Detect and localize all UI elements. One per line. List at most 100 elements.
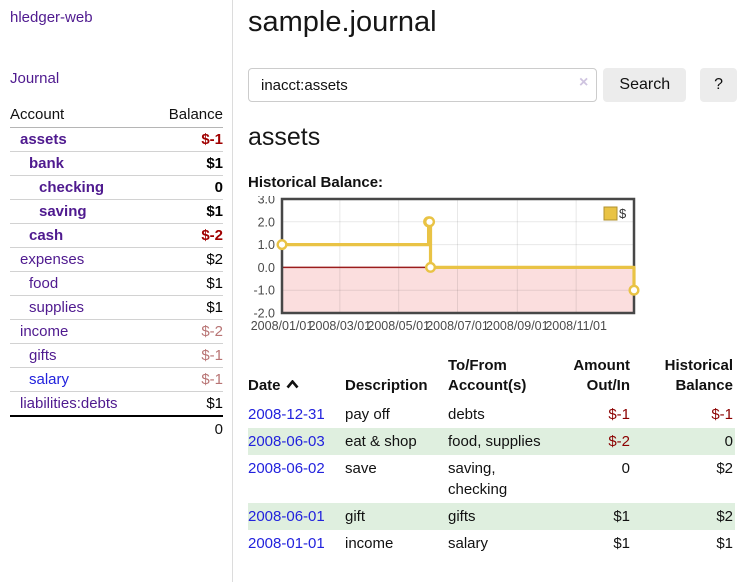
transaction-date-link[interactable]: 2008-06-02 xyxy=(248,459,325,477)
register-row: 2008-06-03 eat & shop food, supplies $-2… xyxy=(248,427,735,455)
transaction-balance: $2 xyxy=(716,459,733,477)
account-link[interactable]: gifts xyxy=(29,347,57,364)
account-link[interactable]: income xyxy=(20,323,69,340)
account-balance: $1 xyxy=(116,391,223,417)
account-link[interactable]: saving xyxy=(39,203,87,220)
account-balance: $-1 xyxy=(116,127,223,152)
account-row: food $1 xyxy=(10,271,223,296)
svg-text:2008/05/01: 2008/05/01 xyxy=(367,319,430,333)
register-header-accounts: To/From Account(s) xyxy=(448,357,527,395)
svg-text:2.0: 2.0 xyxy=(258,215,275,229)
account-row: income $-2 xyxy=(10,319,223,344)
app-brand: hledger-web xyxy=(0,0,232,26)
search-input[interactable] xyxy=(248,68,598,102)
transaction-balance: $1 xyxy=(716,534,733,552)
transaction-description: pay off xyxy=(345,405,390,423)
account-row: liabilities:debts $1 xyxy=(10,391,223,417)
transaction-description: eat & shop xyxy=(345,432,417,450)
transaction-description: income xyxy=(345,534,394,552)
brand-link[interactable]: hledger-web xyxy=(10,9,93,26)
account-link[interactable]: liabilities:debts xyxy=(20,395,117,412)
account-row: bank $1 xyxy=(10,151,223,176)
sidebar-nav: Journal xyxy=(10,70,232,87)
account-balance: $-2 xyxy=(116,319,223,344)
transaction-accounts: gifts xyxy=(448,507,476,525)
register-header-amount: Amount Out/In xyxy=(573,357,630,395)
transaction-balance: $-1 xyxy=(711,405,733,423)
svg-text:$: $ xyxy=(619,206,627,221)
account-link[interactable]: assets xyxy=(20,131,67,148)
svg-text:2008/07/01: 2008/07/01 xyxy=(426,319,489,333)
page-title: sample.journal xyxy=(248,6,437,38)
account-row: cash $-2 xyxy=(10,223,223,248)
transaction-balance: $2 xyxy=(716,507,733,525)
accounts-total-spacer xyxy=(10,415,117,442)
register-row: 2008-06-01 gift gifts $1 $2 xyxy=(248,502,735,530)
account-row: gifts $-1 xyxy=(10,343,223,368)
register-row: 2008-06-02 save saving, checking 0 $2 xyxy=(248,455,735,503)
account-balance: $1 xyxy=(116,271,223,296)
transaction-amount: $1 xyxy=(613,534,630,552)
register-header-date-label: Date xyxy=(248,377,281,395)
sidebar: hledger-web Journal Account Balance asse… xyxy=(0,0,233,582)
account-balance: 0 xyxy=(116,175,223,200)
accounts-header-balance: Balance xyxy=(116,103,223,128)
transaction-date-link[interactable]: 2008-01-01 xyxy=(248,534,325,552)
svg-text:3.0: 3.0 xyxy=(258,196,275,207)
account-balance: $2 xyxy=(116,247,223,272)
account-link[interactable]: food xyxy=(29,275,59,292)
register-header-description: Description xyxy=(345,377,428,395)
clear-search-icon[interactable]: × xyxy=(579,74,589,91)
accounts-table: Account Balance assets $-1 bank $1 check… xyxy=(10,103,223,442)
register-row: 2008-01-01 income salary $1 $1 xyxy=(248,530,735,557)
register-header-balance: Historical Balance xyxy=(664,357,733,395)
help-button[interactable]: ? xyxy=(700,68,737,102)
accounts-header-account: Account xyxy=(10,103,117,128)
account-balance: $1 xyxy=(116,295,223,320)
sidebar-item-journal[interactable]: Journal xyxy=(10,70,60,87)
transaction-accounts: food, supplies xyxy=(448,432,541,450)
svg-text:2008/03/01: 2008/03/01 xyxy=(309,319,372,333)
account-balance: $1 xyxy=(116,199,223,224)
transaction-accounts: salary xyxy=(448,534,489,552)
account-row: expenses $2 xyxy=(10,247,223,272)
historical-balance-chart: 3.0 2.0 1.0 0.0 -1.0 -2.0 2008/01/01 2008/03/01… xyxy=(248,193,642,338)
transaction-date-link[interactable]: 2008-06-03 xyxy=(248,432,325,450)
register-header-date[interactable]: Date xyxy=(248,354,345,401)
account-balance: $-1 xyxy=(116,343,223,368)
transaction-accounts: saving, checking xyxy=(448,459,508,498)
chart-title: Historical Balance: xyxy=(248,174,384,191)
account-row: assets $-1 xyxy=(10,127,223,152)
main-content: sample.journal × Search ? assets Histori… xyxy=(248,0,737,557)
account-link[interactable]: bank xyxy=(29,155,65,172)
register-row: 2008-12-31 pay off debts $-1 $-1 xyxy=(248,401,735,428)
transaction-description: gift xyxy=(345,507,366,525)
account-row: checking 0 xyxy=(10,175,223,200)
svg-text:-2.0: -2.0 xyxy=(253,307,275,321)
transaction-date-link[interactable]: 2008-12-31 xyxy=(248,405,325,423)
account-row: salary $-1 xyxy=(10,367,223,392)
account-link[interactable]: supplies xyxy=(29,299,85,316)
svg-text:2008/09/01: 2008/09/01 xyxy=(486,319,549,333)
account-link[interactable]: checking xyxy=(39,179,105,196)
register-table: Date Description To/From Account(s) Amou… xyxy=(248,354,735,557)
svg-text:1.0: 1.0 xyxy=(258,238,275,252)
svg-text:2008/01/01: 2008/01/01 xyxy=(251,319,314,333)
transaction-description: save xyxy=(345,459,377,477)
account-link[interactable]: cash xyxy=(29,227,64,244)
transaction-amount: 0 xyxy=(621,459,630,477)
svg-text:-1.0: -1.0 xyxy=(253,284,275,298)
svg-text:2008/11/01: 2008/11/01 xyxy=(545,319,607,333)
transaction-date-link[interactable]: 2008-06-01 xyxy=(248,507,325,525)
search-bar: × Search ? xyxy=(248,68,737,102)
svg-text:0.0: 0.0 xyxy=(258,261,275,275)
transaction-accounts: debts xyxy=(448,405,485,423)
transaction-balance: 0 xyxy=(724,432,733,450)
search-button[interactable]: Search xyxy=(603,68,687,102)
sort-ascending-icon xyxy=(286,379,299,389)
account-balance: $1 xyxy=(116,151,223,176)
account-link[interactable]: salary xyxy=(29,371,70,388)
account-heading: assets xyxy=(248,123,321,151)
search-input-wrap: × xyxy=(248,68,598,102)
account-link[interactable]: expenses xyxy=(20,251,85,268)
